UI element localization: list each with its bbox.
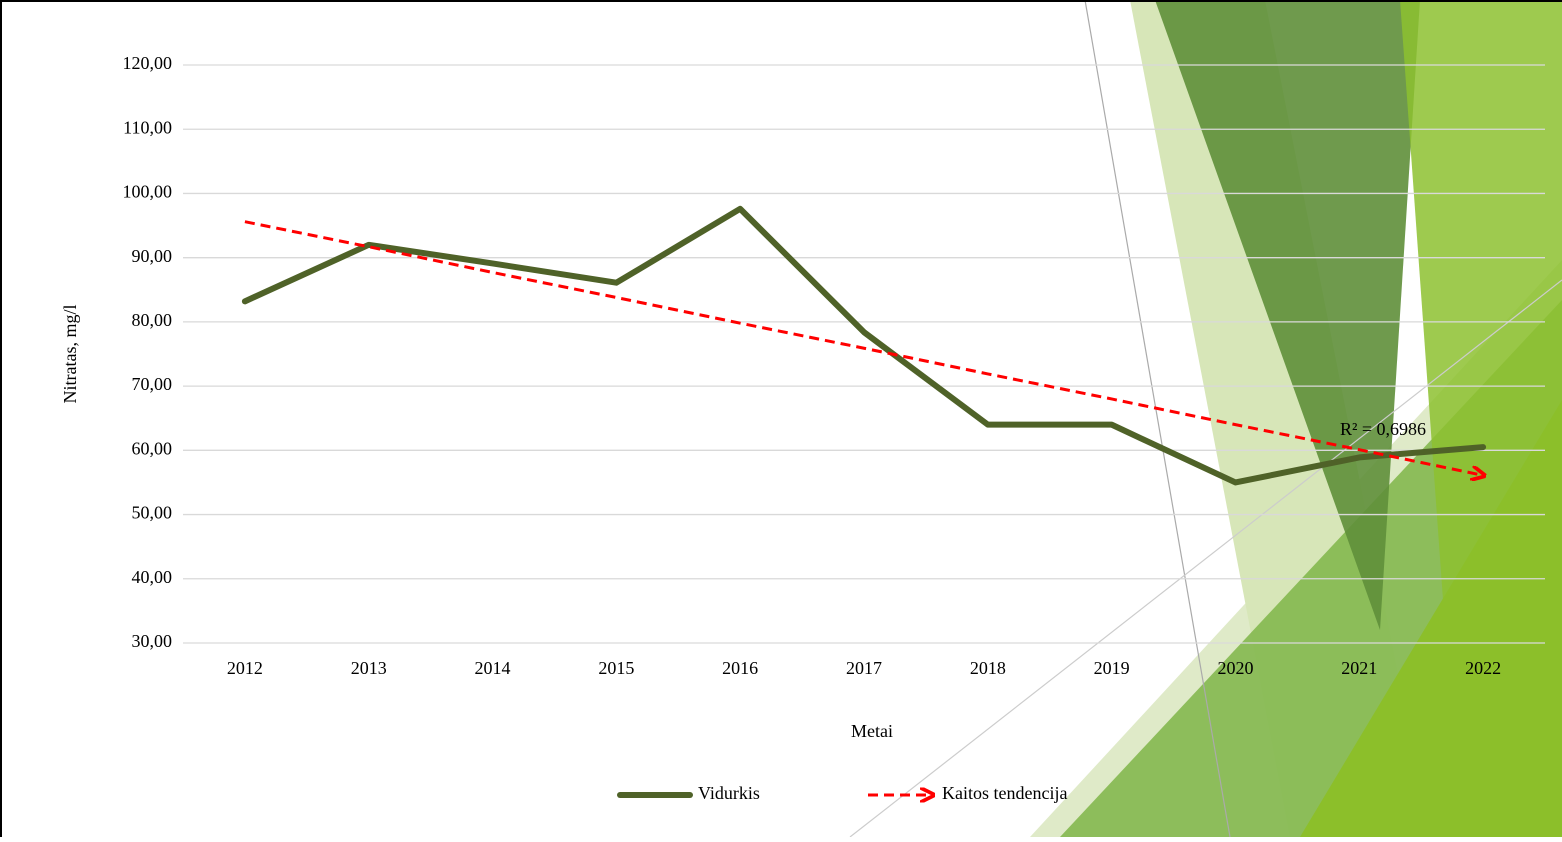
chart: Metai Nitratas, mg/l 30,00 40,00 50,00 60,0… [0,0,1562,837]
x-tick-label: 2019 [1094,658,1130,678]
x-tick-label: 2016 [722,658,758,678]
x-tick-label: 2012 [227,658,263,678]
y-tick-label: 110,00 [123,117,172,137]
x-tick-label: 2018 [970,658,1006,678]
annotation: R² = 0,6986 [1340,419,1426,439]
x-tick-label: 2014 [475,658,511,678]
x-axis-title: Metai [851,721,893,741]
legend-label: Vidurkis [698,783,760,803]
y-tick-label: 80,00 [132,310,173,330]
x-tick-label: 2022 [1465,658,1501,678]
y-tick-label: 40,00 [132,567,173,587]
legend-label: Kaitos tendencija [942,783,1067,803]
y-axis-title: Nitratas, mg/l [60,305,80,404]
y-tick-label: 60,00 [132,438,173,458]
y-tick-label: 120,00 [123,53,173,73]
x-tick-label: 2020 [1217,658,1253,678]
x-tick-label: 2015 [598,658,634,678]
y-tick-label: 70,00 [132,374,173,394]
y-tick-label: 90,00 [132,246,173,266]
y-tick-label: 30,00 [132,631,173,651]
x-tick-label: 2021 [1341,658,1377,678]
x-tick-label: 2013 [351,658,387,678]
y-tick-label: 50,00 [132,503,173,523]
x-tick-label: 2017 [846,658,882,678]
y-tick-label: 100,00 [123,182,173,202]
